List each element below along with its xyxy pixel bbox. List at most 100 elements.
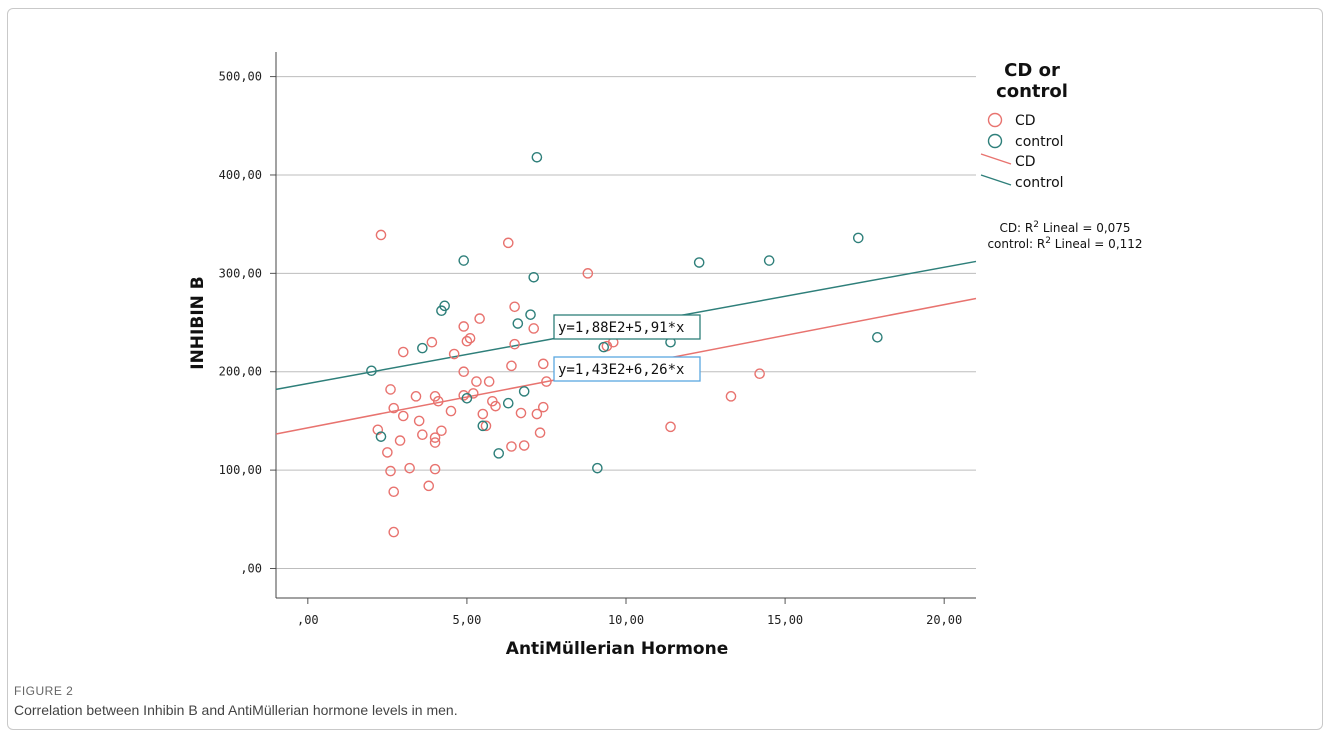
data-point-CD xyxy=(382,447,393,458)
data-point-CD xyxy=(429,463,441,475)
data-point-CD xyxy=(388,486,400,498)
data-point-CD xyxy=(515,407,527,419)
equation-label-CD: y=1,43E2+6,26*x xyxy=(558,362,684,378)
legend-line-label: control xyxy=(1015,175,1064,191)
data-point-CD xyxy=(506,441,517,452)
data-point-CD xyxy=(388,402,400,414)
y-tick-label: 400,00 xyxy=(219,168,262,182)
x-tick-label: ,00 xyxy=(297,613,319,627)
equation-box-control xyxy=(553,314,701,340)
y-axis-title: INHIBIN B xyxy=(188,276,208,370)
legend-marker-label: CD xyxy=(1015,113,1036,129)
r2-superscript: 2 xyxy=(1045,236,1051,246)
r2-annotation-control: control: R2 Lineal = 0,112 xyxy=(987,236,1142,251)
data-point-CD xyxy=(417,429,428,440)
legend-marker-label: control xyxy=(1015,134,1064,150)
data-point-CD xyxy=(474,313,485,324)
x-tick-label: 10,00 xyxy=(608,613,644,627)
data-point-CD xyxy=(445,405,457,417)
data-point-CD xyxy=(458,321,470,332)
equation-labels: y=1,88E2+5,91*x y=1,43E2+6,26*x xyxy=(553,314,701,382)
axes: ,00 100,00 200,00 300,00 400,00 500,00 ,00 5,00… xyxy=(219,52,976,627)
data-point-CD xyxy=(375,229,387,241)
data-point-control xyxy=(872,331,883,343)
data-point-control xyxy=(458,255,470,266)
data-point-CD xyxy=(582,268,594,279)
data-point-CD xyxy=(461,335,473,347)
data-point-CD xyxy=(509,301,520,313)
data-point-control xyxy=(852,232,864,244)
y-tick-label: 500,00 xyxy=(219,70,262,84)
r2-suffix: Lineal = 0,075 xyxy=(1039,221,1131,235)
data-point-control xyxy=(375,431,387,442)
legend-line-control xyxy=(980,174,1012,186)
equation-label-control: y=1,88E2+5,91*x xyxy=(558,320,684,336)
data-point-CD xyxy=(413,415,425,427)
x-axis-title: AntiMüllerian Hormone xyxy=(506,639,728,659)
y-tick-label: 300,00 xyxy=(219,266,262,280)
data-point-CD xyxy=(464,332,476,344)
y-tick-label: 200,00 xyxy=(219,365,262,379)
figure-caption: Correlation between Inhibin B and AntiMü… xyxy=(14,702,458,718)
data-point-CD xyxy=(480,420,492,432)
data-point-control xyxy=(693,257,705,268)
legend-title: CD or xyxy=(1004,60,1060,81)
x-tick-label: 20,00 xyxy=(926,613,962,627)
data-points xyxy=(366,151,883,538)
data-point-CD xyxy=(397,410,409,422)
data-point-control xyxy=(461,392,473,404)
data-point-CD xyxy=(423,480,435,492)
data-point-control xyxy=(512,318,524,329)
data-point-CD xyxy=(385,465,396,477)
legend-marker-control xyxy=(987,133,1003,149)
data-point-CD xyxy=(518,440,530,451)
data-point-control xyxy=(436,305,447,317)
data-point-control xyxy=(531,151,543,163)
data-point-CD xyxy=(458,366,470,378)
data-point-CD xyxy=(665,421,676,433)
data-point-CD xyxy=(754,368,765,379)
data-point-control xyxy=(518,386,530,397)
data-point-CD xyxy=(404,462,415,474)
data-point-control xyxy=(493,448,505,459)
data-point-CD xyxy=(436,425,447,437)
data-point-CD xyxy=(467,388,479,399)
scatter-chart: ,00 100,00 200,00 300,00 400,00 500,00 ,00 5,00… xyxy=(188,52,1143,659)
grid-lines xyxy=(276,76,976,569)
data-point-control xyxy=(763,255,775,266)
data-point-CD xyxy=(483,376,495,387)
data-point-CD xyxy=(397,346,409,358)
legend-line-label: CD xyxy=(1015,154,1036,170)
r2-superscript: 2 xyxy=(1033,220,1039,230)
y-tick-label: ,00 xyxy=(240,561,262,575)
legend-title: control xyxy=(996,81,1068,102)
data-point-CD xyxy=(429,432,441,443)
equation-box-CD xyxy=(553,356,701,382)
data-point-CD xyxy=(531,408,543,420)
data-point-control xyxy=(528,271,540,283)
legend-marker-CD xyxy=(987,112,1003,128)
x-tick-label: 15,00 xyxy=(767,613,803,627)
data-point-control xyxy=(598,341,610,353)
data-point-control xyxy=(366,365,377,377)
data-point-CD xyxy=(458,390,470,401)
data-point-CD xyxy=(725,391,737,402)
data-point-CD xyxy=(537,401,549,413)
r2-prefix: control: R xyxy=(987,237,1045,251)
data-point-CD xyxy=(429,437,441,448)
data-point-CD xyxy=(502,237,514,249)
data-point-control xyxy=(525,309,536,320)
data-point-CD xyxy=(509,338,520,350)
data-point-CD xyxy=(534,427,546,439)
r2-annotation-CD: CD: R2 Lineal = 0,075 xyxy=(999,220,1130,235)
data-point-CD xyxy=(528,323,540,334)
data-point-CD xyxy=(541,376,552,387)
data-point-CD xyxy=(385,384,396,395)
data-point-control xyxy=(592,462,603,474)
data-point-CD xyxy=(372,424,384,436)
data-point-CD xyxy=(448,348,460,360)
r2-prefix: CD: R xyxy=(999,221,1033,235)
data-point-control xyxy=(502,397,514,409)
data-point-CD xyxy=(432,395,444,407)
